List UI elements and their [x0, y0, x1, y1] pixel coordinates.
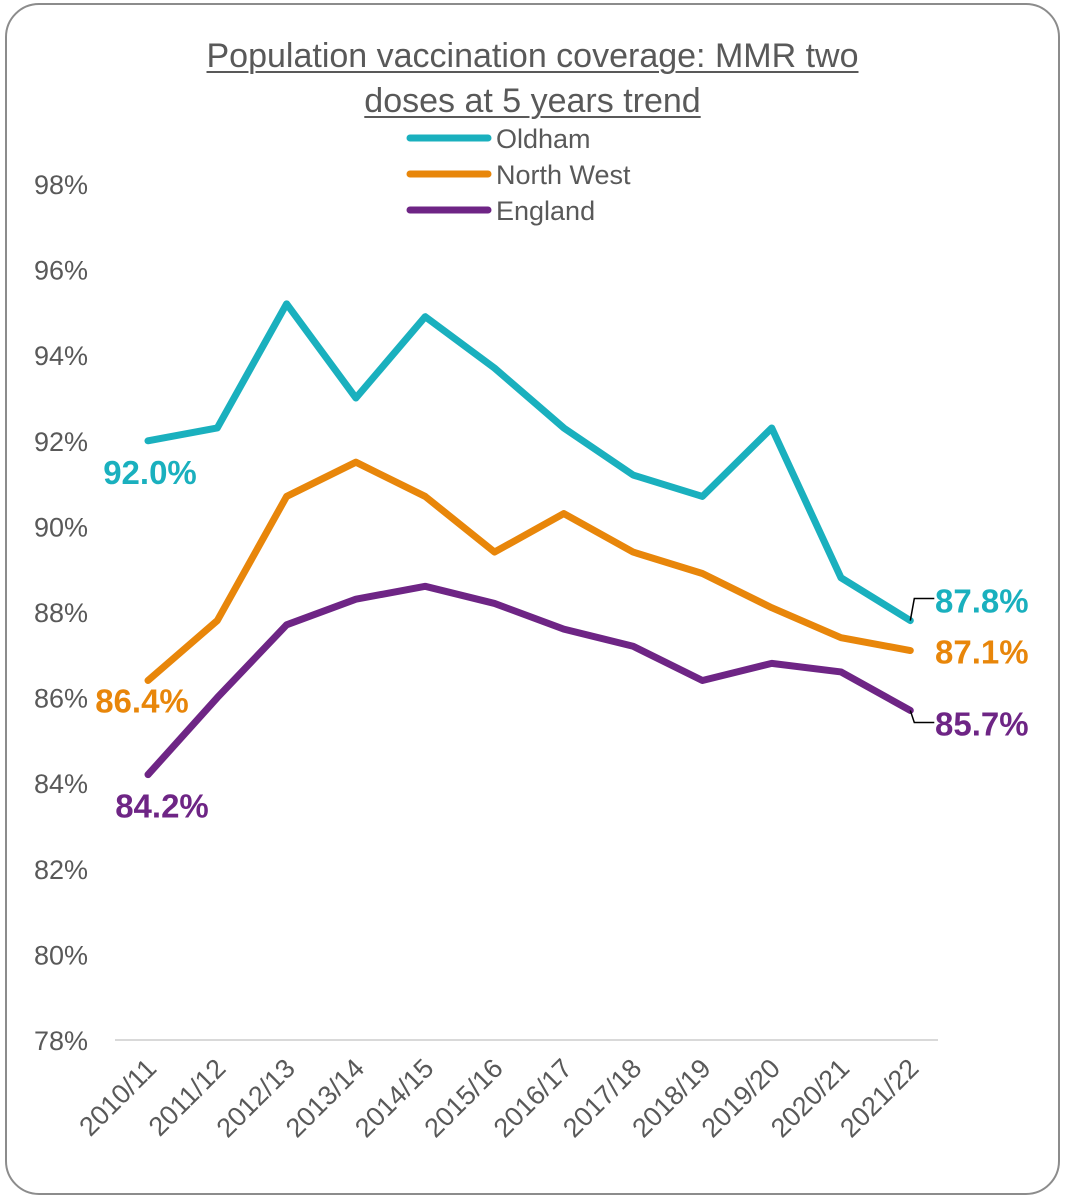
y-tick-label: 90% [34, 512, 88, 542]
data-label-end-north-west: 87.1% [935, 634, 1029, 671]
x-tick-label: 2010/11 [73, 1053, 162, 1142]
legend: Oldham North West England [406, 124, 631, 226]
y-tick-label: 94% [34, 341, 88, 371]
x-tick-label: 2021/22 [834, 1053, 924, 1143]
leader-line-oldham [909, 597, 935, 621]
y-tick-label: 92% [34, 427, 88, 457]
y-tick-label: 88% [34, 598, 88, 628]
legend-label-north-west: North West [496, 160, 631, 190]
y-tick-label: 98% [34, 170, 88, 200]
y-axis: 78% 80% 82% 84% 86% 88% 90% 92% 94% 96% 98% [34, 170, 88, 1056]
y-tick-label: 86% [34, 684, 88, 714]
chart-title-line-2: doses at 5 years trend [364, 82, 701, 120]
data-label-end-england: 85.7% [935, 705, 1029, 742]
data-label-start-england: 84.2% [115, 788, 209, 825]
chart-title-line-1: Population vaccination coverage: MMR two [206, 37, 859, 75]
y-tick-label: 82% [34, 855, 88, 885]
x-axis: 2010/112011/122012/132013/142014/152015/… [73, 1039, 938, 1143]
series-lines [144, 300, 914, 779]
y-tick-label: 96% [34, 256, 88, 286]
y-tick-label: 84% [34, 769, 88, 799]
series-line-oldham [144, 300, 914, 625]
leader-line-england [909, 710, 935, 724]
data-label-end-oldham: 87.8% [935, 583, 1029, 620]
legend-label-oldham: Oldham [496, 124, 591, 154]
series-line-england [144, 582, 914, 779]
y-tick-label: 80% [34, 940, 88, 970]
chart-frame [5, 3, 1060, 1195]
data-label-start-north-west: 86.4% [95, 682, 189, 719]
y-tick-label: 78% [34, 1026, 88, 1056]
legend-label-england: England [496, 196, 595, 226]
series-line-north-west [144, 458, 914, 684]
data-labels: 92.0% 87.8% 86.4% 87.1% 84.2% 85.7% [95, 454, 1028, 825]
data-label-start-oldham: 92.0% [103, 454, 197, 491]
chart-title: Population vaccination coverage: MMR two… [100, 34, 965, 124]
